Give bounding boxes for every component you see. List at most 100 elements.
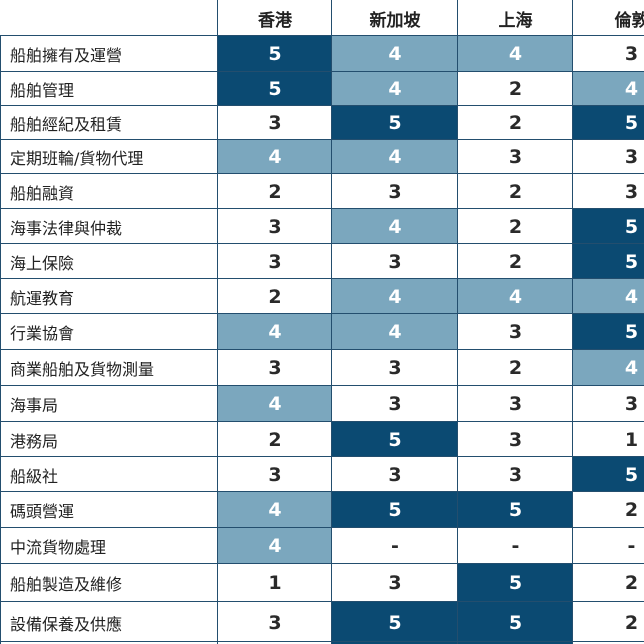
row-divider [0,139,644,140]
row-label: 海事局 [10,396,59,415]
score-cell: 4 [332,279,458,314]
score-cell: 4 [218,386,332,422]
row-divider [0,173,644,174]
score-cell: 4 [332,314,458,350]
row-label: 行業協會 [10,324,75,343]
row-divider [0,641,644,642]
score-cell: 5 [332,492,458,528]
score-cell: 5 [573,457,644,492]
row-divider [0,35,644,36]
score-cell: 5 [573,314,644,350]
score-cell: 5 [218,36,332,72]
score-cell: 3 [332,174,458,209]
score-cell: 5 [573,106,644,140]
score-cell: 3 [573,386,644,422]
column-divider [0,36,1,644]
score-cell: 3 [218,244,332,279]
row-label: 船舶製造及維修 [10,575,123,594]
row-label: 碼頭營運 [10,502,75,521]
row-divider [0,349,644,350]
column-header: 倫敦 [614,10,644,31]
score-cell: 2 [573,602,644,644]
score-cell: 4 [332,140,458,174]
score-cell: 3 [218,106,332,140]
score-cell: 3 [218,602,332,644]
score-cell: 2 [218,422,332,457]
row-divider [0,563,644,564]
row-divider [0,421,644,422]
score-cell: 4 [332,72,458,106]
score-cell: 3 [218,457,332,492]
score-cell: 2 [458,350,573,386]
column-divider [217,0,218,644]
row-divider [0,313,644,314]
score-cell: 4 [218,140,332,174]
score-cell: 3 [332,386,458,422]
score-cell: 4 [218,528,332,564]
column-divider [572,0,573,644]
row-divider [0,491,644,492]
score-cell: 4 [218,492,332,528]
score-cell: 3 [218,350,332,386]
score-cell: 5 [332,602,458,644]
score-cell: 3 [458,386,573,422]
score-cell: 5 [573,244,644,279]
score-cell: 5 [458,564,573,602]
row-divider [0,456,644,457]
row-label: 中流貨物處理 [10,538,107,557]
score-cell: 3 [458,457,573,492]
score-cell: 3 [573,174,644,209]
row-divider [0,385,644,386]
score-cell: - [573,528,644,564]
score-cell: 4 [332,209,458,244]
score-cell: 3 [458,140,573,174]
score-cell: 2 [458,72,573,106]
score-cell: 3 [332,350,458,386]
score-cell: 5 [458,602,573,644]
score-cell: 1 [573,422,644,457]
score-cell: 2 [458,244,573,279]
row-divider [0,71,644,72]
row-divider [0,208,644,209]
score-cell: 3 [332,244,458,279]
score-cell: 4 [332,36,458,72]
row-label: 船舶管理 [10,81,75,100]
row-label: 船級社 [10,466,59,486]
row-label: 航運教育 [10,288,75,308]
row-label: 船舶擁有及運營 [10,46,123,65]
score-cell: 4 [573,72,644,106]
column-divider [331,0,332,644]
score-cell: 5 [332,422,458,457]
row-label: 船舶融資 [10,183,75,203]
row-label: 定期班輪/貨物代理 [10,149,144,168]
row-divider [0,601,644,602]
score-cell: 4 [458,36,573,72]
score-cell: 2 [458,174,573,209]
column-header: 上海 [498,10,533,31]
score-cell: 2 [573,564,644,602]
score-cell: 5 [332,106,458,140]
score-cell: 3 [332,564,458,602]
score-cell: 5 [458,492,573,528]
column-header: 新加坡 [369,10,421,31]
score-cell: 2 [458,209,573,244]
score-cell: 4 [458,279,573,314]
row-label: 設備保養及供應 [10,615,123,634]
score-cell: - [332,528,458,564]
score-cell: 5 [573,209,644,244]
column-header: 香港 [258,10,292,31]
score-cell: 3 [218,209,332,244]
row-label: 商業船舶及貨物測量 [10,360,155,379]
score-cell: 3 [458,422,573,457]
score-cell: 4 [573,350,644,386]
score-cell: 3 [332,457,458,492]
score-cell: 2 [218,174,332,209]
score-cell: 4 [573,279,644,314]
score-cell: 2 [458,106,573,140]
row-label: 港務局 [10,431,59,451]
score-cell: - [458,528,573,564]
row-label: 海事法律與仲裁 [10,218,123,238]
score-cell: 3 [573,36,644,72]
row-divider [0,527,644,528]
